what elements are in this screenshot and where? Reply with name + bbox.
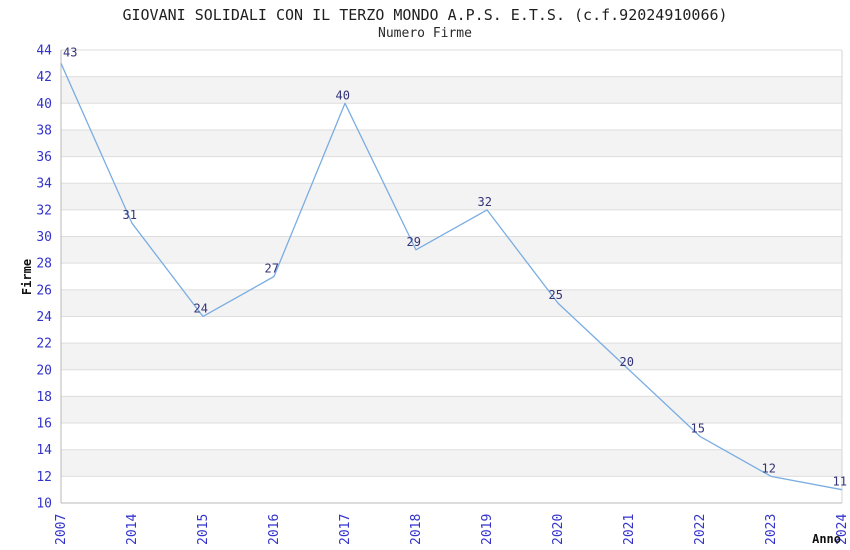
y-tick-label: 30 bbox=[36, 230, 52, 245]
y-tick-label: 26 bbox=[36, 283, 52, 298]
plot-band bbox=[61, 396, 842, 424]
y-tick-label: 32 bbox=[36, 203, 52, 218]
x-tick-label: 2015 bbox=[196, 514, 211, 545]
y-tick-label: 22 bbox=[36, 337, 52, 352]
x-tick-label: 2007 bbox=[54, 514, 69, 545]
data-point-label: 25 bbox=[549, 288, 563, 302]
data-point-label: 12 bbox=[762, 461, 776, 475]
data-point-label: 15 bbox=[691, 421, 705, 435]
plot-band bbox=[61, 369, 842, 397]
plot-band bbox=[61, 476, 842, 503]
plot-band bbox=[61, 50, 842, 77]
y-tick-label: 42 bbox=[36, 70, 52, 85]
y-tick-label: 28 bbox=[36, 257, 52, 272]
y-tick-label: 12 bbox=[36, 470, 52, 485]
data-point-label: 31 bbox=[123, 208, 137, 222]
x-tick-label: 2020 bbox=[551, 514, 566, 545]
data-point-label: 20 bbox=[620, 355, 634, 369]
data-line bbox=[60, 63, 843, 491]
chart-subtitle: Numero Firme bbox=[378, 26, 472, 41]
y-tick-label: 20 bbox=[36, 363, 52, 378]
x-tick-label: 2018 bbox=[409, 514, 424, 545]
x-tick-label: 2014 bbox=[125, 514, 140, 545]
y-tick-label: 18 bbox=[36, 390, 52, 405]
x-tick-label: 2024 bbox=[835, 514, 850, 545]
y-tick-label: 24 bbox=[36, 310, 52, 325]
data-point-label: 27 bbox=[265, 262, 279, 276]
plot-band bbox=[61, 289, 842, 317]
plot-band bbox=[61, 103, 842, 130]
y-tick-label: 36 bbox=[36, 150, 52, 165]
plot-band bbox=[61, 343, 842, 370]
chart-title: GIOVANI SOLIDALI CON IL TERZO MONDO A.P.… bbox=[122, 6, 728, 24]
data-point-label: 24 bbox=[194, 301, 208, 315]
y-tick-label: 16 bbox=[36, 417, 52, 432]
plot-band bbox=[61, 423, 842, 450]
plot-band bbox=[61, 236, 842, 264]
x-tick-label: 2019 bbox=[480, 514, 495, 545]
y-tick-label: 34 bbox=[36, 177, 52, 192]
plot-band bbox=[61, 156, 842, 184]
x-tick-label: 2016 bbox=[267, 514, 282, 545]
plot-band bbox=[61, 183, 842, 210]
data-point-label: 11 bbox=[833, 475, 847, 489]
y-tick-label: 40 bbox=[36, 97, 52, 112]
y-tick-label: 10 bbox=[36, 497, 52, 512]
x-tick-label: 2017 bbox=[338, 514, 353, 545]
data-point-label: 29 bbox=[407, 235, 421, 249]
plot-band bbox=[61, 209, 842, 237]
y-tick-label: 14 bbox=[36, 443, 52, 458]
plot-band bbox=[61, 449, 842, 477]
y-tick-label: 44 bbox=[36, 44, 52, 59]
plot-band bbox=[61, 263, 842, 290]
plot-band bbox=[61, 76, 842, 104]
plot-band bbox=[61, 129, 842, 157]
x-axis-title: Anno bbox=[812, 532, 841, 546]
x-tick-label: 2022 bbox=[693, 514, 708, 545]
plot-band bbox=[61, 316, 842, 344]
data-point-label: 40 bbox=[336, 88, 350, 102]
x-tick-label: 2023 bbox=[764, 514, 779, 545]
data-point-label: 32 bbox=[478, 195, 492, 209]
y-tick-label: 38 bbox=[36, 123, 52, 138]
x-tick-label: 2021 bbox=[622, 514, 637, 545]
data-point-label: 43 bbox=[63, 45, 77, 59]
